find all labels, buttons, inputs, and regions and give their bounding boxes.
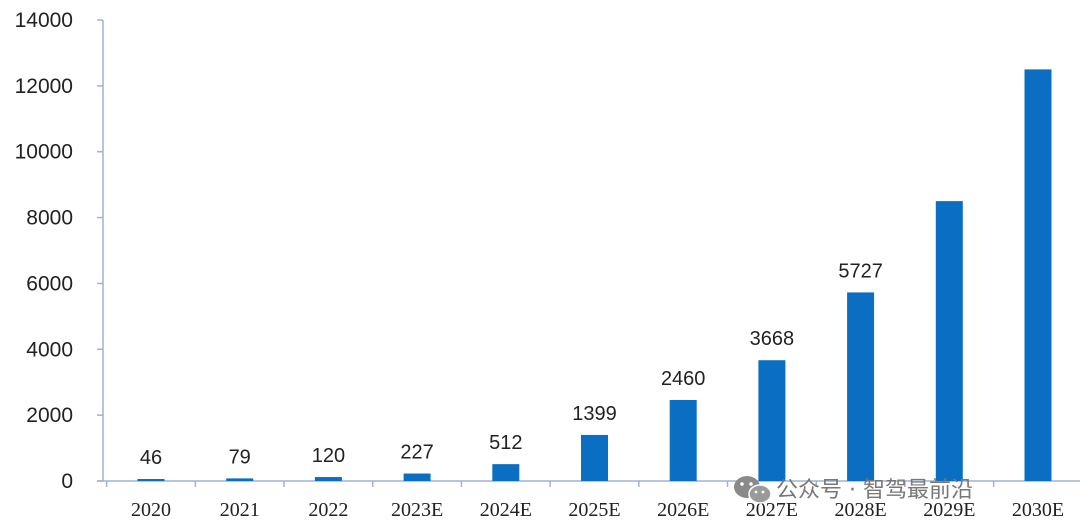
x-tick-label: 2021 xyxy=(220,499,260,521)
bar xyxy=(226,478,254,481)
y-tick-label: 14000 xyxy=(15,9,73,32)
bar xyxy=(314,477,342,481)
x-tick-label: 2029E xyxy=(923,499,975,521)
data-label: 120 xyxy=(312,445,345,467)
watermark-text: 公众号 · 智驾最前沿 xyxy=(776,478,973,503)
x-tick-label: 2023E xyxy=(391,499,443,521)
data-label: 5727 xyxy=(838,260,883,282)
bar xyxy=(847,292,875,481)
bar-series xyxy=(137,69,1052,482)
bar xyxy=(492,464,520,481)
y-tick-label: 4000 xyxy=(26,338,73,361)
x-tick-label: 2028E xyxy=(834,499,886,521)
wechat-icon xyxy=(734,476,772,504)
x-tick-label: 2022 xyxy=(308,499,348,521)
x-tick-label: 2026E xyxy=(657,499,709,521)
bar xyxy=(137,479,165,481)
data-label: 46 xyxy=(140,447,162,469)
bar xyxy=(581,434,608,481)
y-axis: 0 2000 4000 6000 8000 10000 12000 14000 xyxy=(15,9,104,493)
data-labels: 46 79 120 227 512 1399 2460 3668 5727 xyxy=(140,260,883,469)
x-tick-label: 2024E xyxy=(480,499,532,521)
bar xyxy=(935,201,963,481)
y-tick-label: 8000 xyxy=(26,207,73,230)
x-tick-label: 2027E xyxy=(746,499,798,521)
bar xyxy=(403,473,431,481)
data-label: 3668 xyxy=(750,328,795,350)
y-tick-label: 10000 xyxy=(15,141,73,164)
bar xyxy=(758,360,786,481)
data-label: 1399 xyxy=(572,403,617,425)
data-label: 512 xyxy=(489,432,522,454)
y-tick-label: 2000 xyxy=(26,404,73,427)
x-tick-label: 2025E xyxy=(568,499,620,521)
y-tick-label: 6000 xyxy=(26,272,73,295)
x-axis: 2020 2021 2022 2023E 2024E 2025E 2026E 2027E 202… xyxy=(97,480,1080,521)
y-tick-label: 12000 xyxy=(15,75,73,98)
data-label: 2460 xyxy=(661,368,706,390)
y-tick-label: 0 xyxy=(61,470,73,493)
x-tick-label: 2030E xyxy=(1012,499,1064,521)
bar xyxy=(669,399,697,481)
bar xyxy=(1024,69,1052,482)
data-label: 227 xyxy=(400,442,433,464)
x-tick-label: 2020 xyxy=(131,499,171,521)
data-label: 79 xyxy=(229,446,251,468)
watermark: 公众号 · 智驾最前沿 xyxy=(734,476,973,504)
